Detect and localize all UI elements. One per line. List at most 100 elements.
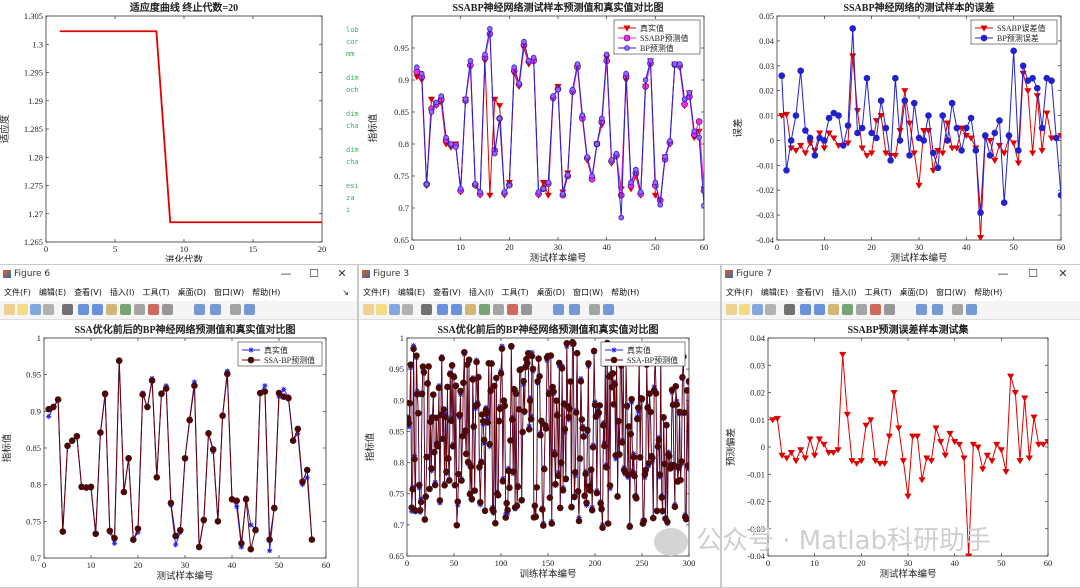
menu-tools[interactable]: 工具(T) (142, 288, 170, 297)
data-point (645, 459, 652, 467)
brush-icon[interactable] (870, 304, 881, 315)
menu-help[interactable]: 帮助(H) (974, 288, 1003, 297)
menu-view[interactable]: 查看(V) (74, 288, 102, 297)
data-cursor-icon[interactable] (856, 304, 867, 315)
menu-file[interactable]: 文件(F) (726, 288, 753, 297)
legend-icon[interactable] (210, 304, 221, 315)
hide-plot-tools-icon[interactable] (952, 304, 963, 315)
minimize-button[interactable]: — (280, 267, 292, 280)
zoom-out-icon[interactable] (451, 304, 462, 315)
maximize-button[interactable]: ☐ (309, 267, 319, 280)
save-icon[interactable] (389, 304, 400, 315)
minimize-button[interactable]: — (997, 267, 1009, 280)
data-point (449, 442, 457, 450)
link-icon[interactable] (521, 304, 532, 315)
data-point (910, 150, 918, 157)
close-button[interactable]: ✕ (337, 267, 347, 280)
rotate-icon[interactable] (120, 304, 131, 315)
pan-icon[interactable] (828, 304, 839, 315)
data-point (701, 202, 704, 209)
menu-view[interactable]: 查看(V) (433, 288, 461, 297)
zoom-out-icon[interactable] (92, 304, 103, 315)
pan-icon[interactable] (106, 304, 117, 315)
legend-icon[interactable] (932, 304, 943, 315)
menu-edit[interactable]: 编辑(E) (38, 288, 67, 297)
print-icon[interactable] (765, 304, 776, 315)
print-icon[interactable] (402, 304, 413, 315)
menu-desktop[interactable]: 桌面(D) (536, 288, 566, 297)
hide-plot-tools-icon[interactable] (589, 304, 600, 315)
chart-title: SSABP神经网络测试样本预测值和真实值对比图 (452, 1, 663, 14)
zoom-in-icon[interactable] (78, 304, 89, 315)
data-point (153, 474, 161, 481)
colorbar-icon[interactable] (194, 304, 205, 315)
pointer-icon[interactable] (784, 304, 795, 315)
legend-icon[interactable] (569, 304, 580, 315)
rotate-icon[interactable] (842, 304, 853, 315)
data-point (564, 171, 571, 178)
data-point (946, 430, 954, 438)
show-plot-tools-icon[interactable] (244, 304, 255, 315)
close-button[interactable]: ✕ (1058, 267, 1068, 280)
link-icon[interactable] (884, 304, 895, 315)
data-point (497, 370, 505, 377)
x-tick-label: 100 (495, 558, 508, 568)
menu-window[interactable]: 窗口(W) (573, 288, 604, 297)
new-figure-icon[interactable] (363, 304, 374, 315)
zoom-in-icon[interactable] (437, 304, 448, 315)
open-icon[interactable] (17, 304, 28, 315)
link-icon[interactable] (162, 304, 173, 315)
data-point (887, 157, 894, 164)
data-point (443, 468, 450, 475)
menu-desktop[interactable]: 桌面(D) (899, 288, 929, 297)
menu-tools[interactable]: 工具(T) (864, 288, 892, 297)
data-point (556, 504, 564, 512)
menu-help[interactable]: 帮助(H) (611, 288, 640, 297)
save-icon[interactable] (30, 304, 41, 315)
menu-dock-icon[interactable]: ↘ (342, 288, 349, 297)
show-plot-tools-icon[interactable] (966, 304, 977, 315)
menu-edit[interactable]: 编辑(E) (397, 288, 426, 297)
y-tick-label: 1.285 (24, 124, 43, 134)
y-tick-label: 0.95 (26, 370, 41, 380)
show-plot-tools-icon[interactable] (603, 304, 614, 315)
zoom-out-icon[interactable] (814, 304, 825, 315)
pan-icon[interactable] (465, 304, 476, 315)
brush-icon[interactable] (148, 304, 159, 315)
open-icon[interactable] (376, 304, 387, 315)
data-point (899, 458, 907, 465)
pointer-icon[interactable] (62, 304, 73, 315)
menu-file[interactable]: 文件(F) (363, 288, 390, 297)
pointer-icon[interactable] (421, 304, 432, 315)
menu-insert[interactable]: 插入(I) (831, 288, 857, 297)
menu-desktop[interactable]: 桌面(D) (177, 288, 207, 297)
open-icon[interactable] (739, 304, 750, 315)
rotate-icon[interactable] (479, 304, 490, 315)
hide-plot-tools-icon[interactable] (230, 304, 241, 315)
data-point (495, 417, 503, 425)
new-figure-icon[interactable] (4, 304, 15, 315)
menu-window[interactable]: 窗口(W) (936, 288, 967, 297)
ssabp-error-chart: SSABP神经网络的测试样本的误差 0 10 20 30 40 50 60 -0.04 -0.03… (733, 1, 1065, 262)
y-axis-label: 指标值 (1, 433, 13, 462)
new-figure-icon[interactable] (726, 304, 737, 315)
data-cursor-icon[interactable] (493, 304, 504, 315)
menu-tools[interactable]: 工具(T) (501, 288, 529, 297)
colorbar-icon[interactable] (916, 304, 927, 315)
brush-icon[interactable] (507, 304, 518, 315)
menu-insert[interactable]: 插入(I) (109, 288, 135, 297)
maximize-button[interactable]: ☐ (1028, 267, 1038, 280)
menu-help[interactable]: 帮助(H) (252, 288, 281, 297)
colorbar-icon[interactable] (553, 304, 564, 315)
menu-insert[interactable]: 插入(I) (468, 288, 494, 297)
data-point (450, 373, 458, 381)
print-icon[interactable] (43, 304, 54, 315)
menu-view[interactable]: 查看(V) (796, 288, 824, 297)
menu-window[interactable]: 窗口(W) (214, 288, 245, 297)
data-point (50, 403, 57, 411)
data-cursor-icon[interactable] (134, 304, 145, 315)
save-icon[interactable] (752, 304, 763, 315)
zoom-in-icon[interactable] (800, 304, 811, 315)
menu-file[interactable]: 文件(F) (4, 288, 31, 297)
menu-edit[interactable]: 编辑(E) (760, 288, 789, 297)
